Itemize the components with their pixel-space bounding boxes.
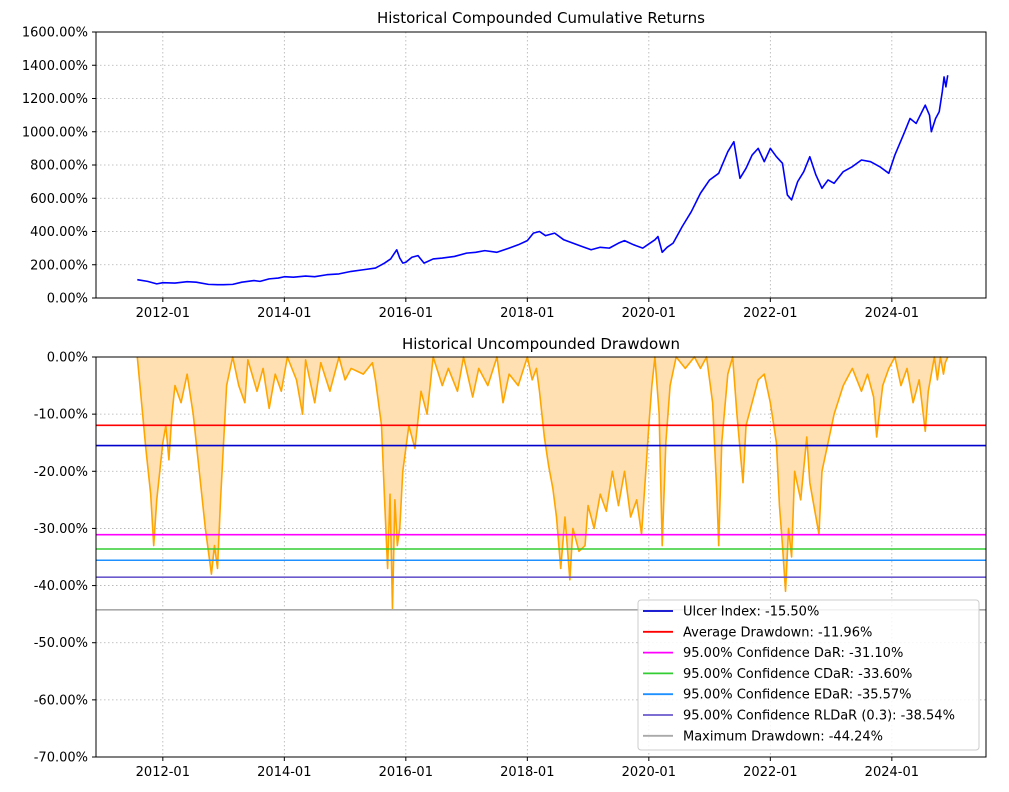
y-tick-label: 200.00% bbox=[30, 258, 88, 273]
y-tick-label: 800.00% bbox=[30, 159, 88, 174]
x-tick-label: 2018-01 bbox=[500, 765, 554, 780]
y-tick-label: 1200.00% bbox=[22, 92, 88, 107]
legend-label: 95.00% Confidence DaR: -31.10% bbox=[683, 646, 903, 661]
legend-label: Average Drawdown: -11.96% bbox=[683, 625, 872, 640]
y-tick-label: 1000.00% bbox=[22, 125, 88, 140]
y-tick-label: -70.00% bbox=[34, 751, 88, 766]
x-tick-label: 2014-01 bbox=[257, 306, 311, 321]
chart-title-drawdown: Historical Uncompounded Drawdown bbox=[402, 335, 680, 353]
y-tick-label: 1600.00% bbox=[22, 26, 88, 41]
x-tick-label: 2020-01 bbox=[622, 765, 676, 780]
y-tick-label: 400.00% bbox=[30, 225, 88, 240]
series-line-drawdown bbox=[136, 356, 949, 610]
x-tick-label: 2012-01 bbox=[136, 765, 190, 780]
y-tick-label: 1400.00% bbox=[22, 59, 88, 74]
y-tick-label: 600.00% bbox=[30, 192, 88, 207]
legend-box bbox=[637, 599, 980, 751]
x-tick-label: 2012-01 bbox=[136, 306, 190, 321]
y-tick-label: -20.00% bbox=[34, 465, 88, 480]
series-cumulative-returns bbox=[137, 75, 949, 286]
series-line-cumulative-returns bbox=[137, 75, 949, 286]
risk-lines bbox=[96, 424, 986, 611]
series-area-drawdown bbox=[137, 357, 948, 609]
x-tick-label: 2020-01 bbox=[622, 306, 676, 321]
series-drawdown bbox=[136, 356, 949, 610]
x-tick-label: 2022-01 bbox=[743, 765, 797, 780]
y-tick-label: -10.00% bbox=[34, 408, 88, 423]
grid-cumulative-returns bbox=[96, 31, 986, 299]
legend-label: 95.00% Confidence RLDaR (0.3): -38.54% bbox=[683, 709, 955, 724]
legend-label: Ulcer Index: -15.50% bbox=[683, 605, 819, 620]
drawdown-chart: Historical Uncompounded Drawdown 0.00% -1… bbox=[34, 335, 987, 780]
y-axis-drawdown: 0.00% -10.00% -20.00% -30.00% -40.00% -50.00%… bbox=[34, 351, 96, 766]
y-tick-label: 0.00% bbox=[47, 292, 88, 307]
x-tick-label: 2016-01 bbox=[379, 306, 433, 321]
x-tick-label: 2016-01 bbox=[379, 765, 433, 780]
y-tick-label: -60.00% bbox=[34, 693, 88, 708]
legend-label: Maximum Drawdown: -44.24% bbox=[683, 729, 883, 744]
x-axis-drawdown: 2012-01 2014-01 2016-01 2018-01 2020-01 2022-… bbox=[136, 757, 919, 780]
cumulative-returns-chart: Historical Compounded Cumulative Returns… bbox=[22, 9, 987, 321]
x-tick-label: 2014-01 bbox=[257, 765, 311, 780]
legend-label: 95.00% Confidence EDaR: -35.57% bbox=[683, 688, 912, 703]
y-axis-cumulative-returns: 0.00% 200.00% 400.00% 600.00% 800.00% 1000.00… bbox=[22, 26, 96, 307]
plot-frame-drawdown bbox=[95, 356, 987, 758]
y-tick-label: -30.00% bbox=[34, 522, 88, 537]
x-tick-label: 2022-01 bbox=[743, 306, 797, 321]
legend-label: 95.00% Confidence CDaR: -33.60% bbox=[683, 667, 912, 682]
x-tick-label: 2018-01 bbox=[500, 306, 554, 321]
legend: Ulcer Index: -15.50% Average Drawdown: -1… bbox=[637, 599, 980, 751]
y-tick-label: 0.00% bbox=[47, 351, 88, 366]
x-tick-label: 2024-01 bbox=[865, 306, 919, 321]
x-axis-cumulative-returns: 2012-01 2014-01 2016-01 2018-01 2020-01 2022-… bbox=[136, 298, 919, 321]
y-tick-label: -50.00% bbox=[34, 636, 88, 651]
chart-title-cumulative-returns: Historical Compounded Cumulative Returns bbox=[377, 9, 705, 27]
x-tick-label: 2024-01 bbox=[865, 765, 919, 780]
y-tick-label: -40.00% bbox=[34, 579, 88, 594]
